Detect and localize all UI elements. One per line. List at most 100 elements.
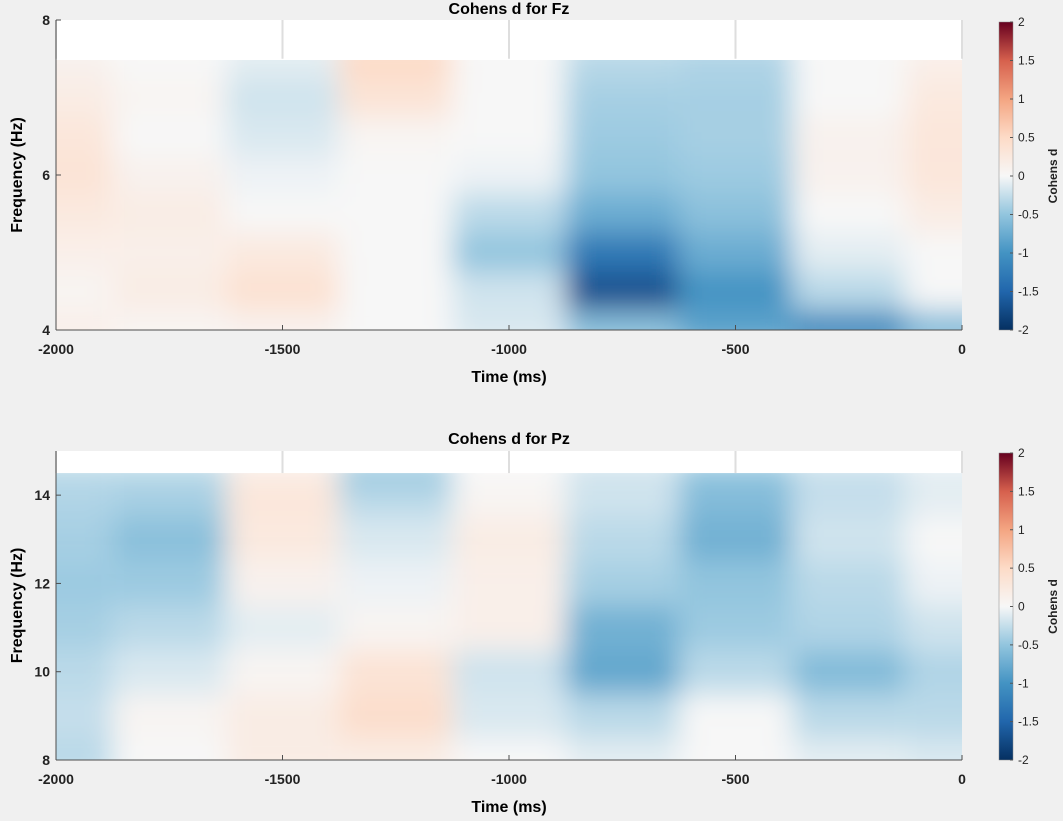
- heatmap-cell: [792, 310, 906, 330]
- heatmap-cell: [339, 737, 453, 760]
- colorbar-tick-label: -0.5: [1018, 638, 1039, 652]
- heatmap-cell: [905, 155, 962, 195]
- heatmap-cell: [452, 473, 566, 485]
- heatmap-cell: [452, 605, 566, 650]
- heatmap-cell: [56, 60, 113, 79]
- heatmap-cell: [905, 737, 962, 760]
- heatmap-cell: [565, 693, 679, 738]
- heatmap-cell: [56, 605, 113, 650]
- heatmap-cell: [792, 517, 906, 562]
- heatmap-cell: [905, 60, 962, 79]
- colorbar-tick-label: -1: [1018, 676, 1029, 690]
- heatmap-cell: [565, 233, 679, 272]
- heatmap-cell: [452, 517, 566, 562]
- heatmap-cell: [452, 310, 566, 330]
- x-axis-label: Time (ms): [471, 369, 546, 386]
- heatmap-cell: [678, 484, 793, 518]
- heatmap-cell: [905, 484, 962, 518]
- heatmap-cell: [565, 60, 679, 79]
- heatmap-cell: [678, 116, 793, 156]
- colorbar-tick-label: -1: [1018, 246, 1029, 260]
- heatmap-cell: [56, 233, 113, 272]
- heatmap-cell: [792, 271, 906, 311]
- heatmap-cell: [339, 155, 453, 195]
- heatmap-cell: [112, 561, 226, 606]
- heatmap-cell: [678, 605, 793, 650]
- heatmap-cell: [225, 233, 340, 272]
- heatmap-cell: [225, 649, 340, 694]
- colorbar-label: Cohens d: [1046, 149, 1060, 204]
- y-tick-label: 8: [42, 752, 50, 768]
- heatmap-cell: [339, 60, 453, 79]
- heatmap-cell: [678, 693, 793, 738]
- heatmap-cell: [452, 693, 566, 738]
- heatmap-cell: [339, 693, 453, 738]
- colorbar-tick-label: -2: [1018, 323, 1029, 337]
- heatmap-cell: [339, 649, 453, 694]
- heatmap-cell: [565, 473, 679, 485]
- heatmap-cell: [56, 649, 113, 694]
- heatmap-cell: [905, 517, 962, 562]
- heatmap-cell: [792, 484, 906, 518]
- x-tick-label: -500: [721, 341, 749, 357]
- colorbar-tick-label: 0.5: [1018, 131, 1035, 145]
- heatmap-cell: [452, 60, 566, 79]
- heatmap-cell: [56, 737, 113, 760]
- heatmap-cell: [792, 194, 906, 234]
- heatmap-cell: [905, 271, 962, 311]
- y-tick-label: 10: [34, 664, 50, 680]
- heatmap-cell: [56, 116, 113, 156]
- heatmap: [56, 60, 962, 330]
- heatmap-cell: [565, 561, 679, 606]
- heatmap-cell: [339, 473, 453, 485]
- heatmap-cell: [339, 233, 453, 272]
- heatmap-cell: [225, 271, 340, 311]
- heatmap-cell: [339, 561, 453, 606]
- heatmap-cell: [225, 155, 340, 195]
- x-tick-label: -2000: [38, 341, 74, 357]
- colorbar-tick-label: 1.5: [1018, 54, 1035, 68]
- heatmap-cell: [678, 737, 793, 760]
- heatmap-cell: [112, 194, 226, 234]
- colorbar-tick-label: 0: [1018, 169, 1025, 183]
- heatmap-cell: [112, 116, 226, 156]
- heatmap-cell: [452, 78, 566, 117]
- heatmap: [56, 473, 962, 760]
- heatmap-cell: [565, 484, 679, 518]
- x-tick-label: -1000: [491, 341, 527, 357]
- heatmap-cell: [905, 194, 962, 234]
- heatmap-cell: [678, 473, 793, 485]
- heatmap-cell: [339, 605, 453, 650]
- heatmap-cell: [56, 561, 113, 606]
- heatmap-cell: [792, 473, 906, 485]
- colorbar-tick-label: 1: [1018, 523, 1025, 537]
- heatmap-cell: [678, 60, 793, 79]
- heatmap-cell: [225, 517, 340, 562]
- heatmap-cell: [905, 605, 962, 650]
- x-axis-label: Time (ms): [471, 799, 546, 816]
- heatmap-cell: [452, 649, 566, 694]
- heatmap-cell: [225, 60, 340, 79]
- x-tick-label: -1500: [265, 771, 301, 787]
- heatmap-cell: [112, 233, 226, 272]
- heatmap-cell: [112, 60, 226, 79]
- heatmap-cell: [792, 561, 906, 606]
- heatmap-cell: [565, 194, 679, 234]
- heatmap-cell: [112, 473, 226, 485]
- heatmap-cell: [792, 78, 906, 117]
- y-tick-label: 14: [34, 487, 50, 503]
- heatmap-cell: [452, 737, 566, 760]
- y-axis-label: Frequency (Hz): [9, 548, 26, 664]
- heatmap-cell: [225, 473, 340, 485]
- heatmap-cell: [339, 78, 453, 117]
- heatmap-cell: [678, 649, 793, 694]
- heatmap-cell: [112, 693, 226, 738]
- heatmap-cell: [678, 233, 793, 272]
- colorbar-tick-label: 1.5: [1018, 484, 1035, 498]
- heatmap-cell: [565, 155, 679, 195]
- heatmap-cell: [565, 310, 679, 330]
- x-tick-label: 0: [958, 771, 966, 787]
- heatmap-cell: [225, 605, 340, 650]
